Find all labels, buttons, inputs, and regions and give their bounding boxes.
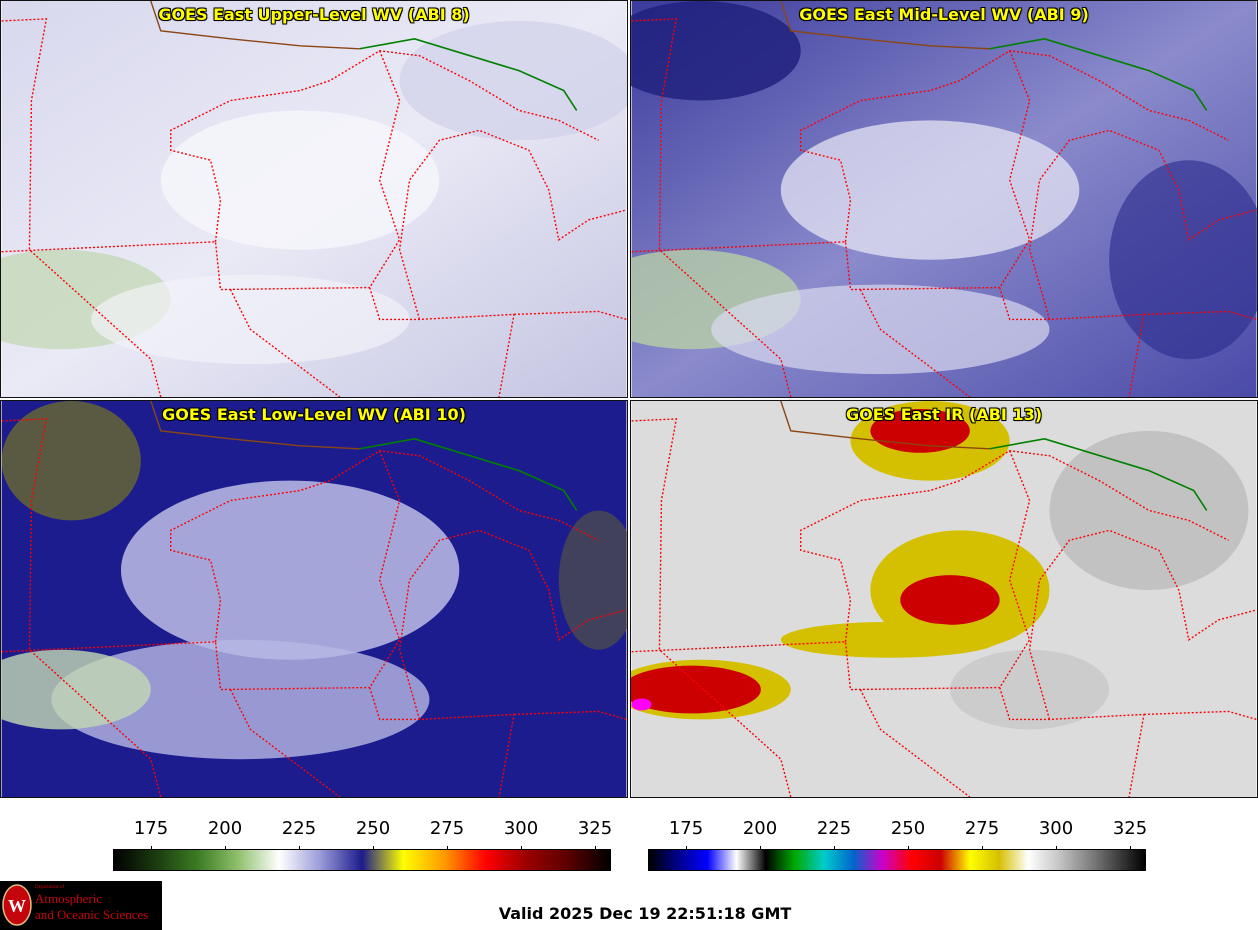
upper-level-wv-image: [1, 1, 627, 397]
logo-line2: Atmospheric: [35, 891, 103, 906]
mid-level-wv-image: [631, 1, 1257, 397]
tick-label: 300: [1038, 818, 1074, 839]
tick-label: 175: [668, 818, 704, 839]
panel-title: GOES East Low-Level WV (ABI 10): [162, 405, 466, 424]
tick-label: 250: [355, 818, 391, 839]
tick-label: 275: [429, 818, 465, 839]
panel-title: GOES East Upper-Level WV (ABI 8): [158, 5, 470, 24]
ir-colorbar-ticks: 175 200 225 250 275 300 325: [648, 818, 1148, 858]
aos-logo: W Department of Atmospheric and Oceanic …: [0, 881, 162, 930]
ir-image: [631, 401, 1257, 797]
panel-ir: GOES East IR (ABI 13): [630, 400, 1258, 798]
uw-crest-icon: W: [2, 884, 32, 926]
ir-colorbar: [648, 849, 1146, 871]
valid-time: Valid 2025 Dec 19 22:51:18 GMT: [498, 904, 792, 923]
tick-label: 250: [890, 818, 926, 839]
tick-label: 225: [281, 818, 317, 839]
panel-upper-level-wv: GOES East Upper-Level WV (ABI 8): [0, 0, 628, 398]
tick-label: 175: [133, 818, 169, 839]
tick-label: 200: [207, 818, 243, 839]
panel-title: GOES East Mid-Level WV (ABI 9): [799, 5, 1089, 24]
low-level-wv-image: [1, 401, 627, 797]
tick-label: 200: [742, 818, 778, 839]
tick-label: 225: [816, 818, 852, 839]
svg-text:W: W: [8, 896, 26, 916]
wv-colorbar: [113, 849, 611, 871]
panel-low-level-wv: GOES East Low-Level WV (ABI 10): [0, 400, 628, 798]
logo-line1: Department of: [35, 885, 65, 890]
logo-line3: and Oceanic Sciences: [35, 907, 149, 922]
tick-label: 325: [1112, 818, 1148, 839]
panel-title: GOES East IR (ABI 13): [845, 405, 1043, 424]
tick-label: 325: [577, 818, 613, 839]
wv-colorbar-ticks: 175 200 225 250 275 300 325: [113, 818, 613, 858]
tick-label: 275: [964, 818, 1000, 839]
tick-label: 300: [503, 818, 539, 839]
panel-mid-level-wv: GOES East Mid-Level WV (ABI 9): [630, 0, 1258, 398]
